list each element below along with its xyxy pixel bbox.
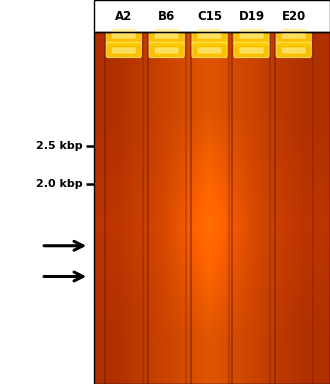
FancyBboxPatch shape	[276, 20, 311, 45]
FancyBboxPatch shape	[192, 42, 227, 58]
Text: A2: A2	[115, 10, 132, 23]
FancyBboxPatch shape	[197, 29, 222, 39]
FancyBboxPatch shape	[234, 42, 269, 58]
FancyBboxPatch shape	[154, 29, 179, 39]
Bar	[94, 0, 330, 32]
FancyBboxPatch shape	[106, 42, 141, 58]
FancyBboxPatch shape	[282, 47, 306, 54]
FancyBboxPatch shape	[240, 29, 263, 39]
Bar	[94, 32, 330, 384]
Text: E20: E20	[281, 10, 306, 23]
Text: B6: B6	[158, 10, 175, 23]
FancyBboxPatch shape	[112, 29, 136, 39]
Text: D19: D19	[238, 10, 265, 23]
FancyBboxPatch shape	[112, 47, 136, 54]
FancyBboxPatch shape	[234, 20, 269, 45]
FancyBboxPatch shape	[276, 42, 311, 58]
FancyBboxPatch shape	[106, 20, 141, 45]
Text: 2.5 kbp: 2.5 kbp	[36, 141, 82, 151]
FancyBboxPatch shape	[282, 29, 306, 39]
Text: 2.0 kbp: 2.0 kbp	[36, 179, 82, 189]
Text: C15: C15	[197, 10, 222, 23]
FancyBboxPatch shape	[197, 47, 222, 54]
FancyBboxPatch shape	[240, 47, 263, 54]
FancyBboxPatch shape	[149, 20, 184, 45]
FancyBboxPatch shape	[192, 20, 227, 45]
FancyBboxPatch shape	[154, 47, 179, 54]
FancyBboxPatch shape	[149, 42, 184, 58]
